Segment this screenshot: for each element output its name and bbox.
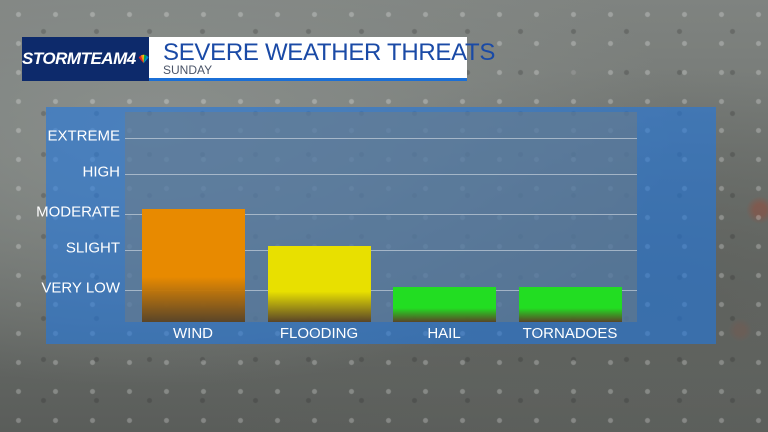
y-tick-label: MODERATE	[36, 203, 120, 221]
bar-hail	[393, 287, 496, 322]
gridline	[125, 138, 637, 139]
x-tick-label: TORNADOES	[522, 325, 618, 342]
x-tick-label: WIND	[173, 325, 213, 342]
peacock-icon	[138, 54, 149, 64]
bar-tornadoes	[519, 287, 622, 322]
y-tick-label: VERY LOW	[41, 279, 120, 297]
gridline	[125, 290, 637, 291]
page-title: SEVERE WEATHER THREATS	[163, 39, 496, 66]
x-tick-label: HAIL	[427, 325, 461, 342]
y-tick-label: HIGH	[82, 163, 121, 181]
y-tick-label: SLIGHT	[65, 239, 120, 257]
x-tick-label: FLOODING	[279, 325, 359, 342]
gridline	[125, 250, 637, 251]
gridline	[125, 174, 637, 175]
gridline	[125, 214, 637, 215]
y-tick-label: EXTREME	[47, 127, 120, 145]
title-box: SEVERE WEATHER THREATS SUNDAY	[149, 37, 495, 81]
bar-wind	[142, 209, 245, 322]
plot-area	[125, 112, 637, 322]
header: STORMTEAM4 SEVERE WEATHER THREATS SUNDAY	[22, 37, 495, 81]
bar-flooding	[268, 246, 371, 322]
page-subtitle: SUNDAY	[163, 63, 213, 77]
logo-text: STORMTEAM4	[22, 49, 136, 68]
station-logo: STORMTEAM4	[22, 37, 149, 81]
